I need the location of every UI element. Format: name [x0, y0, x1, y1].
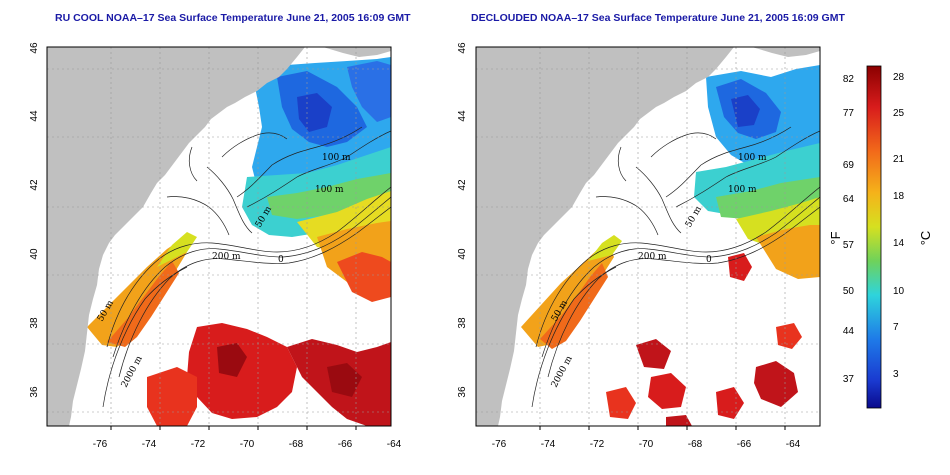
- x-tick: -76: [492, 439, 507, 450]
- f-tick: 57: [843, 240, 855, 251]
- c-tick: 3: [893, 369, 899, 380]
- x-tick: -64: [786, 439, 801, 450]
- map-right-x-axis: -76 -74 -72 -70 -68 -66 -64: [492, 426, 801, 450]
- map-right-y-axis: 46 44 42 40 38 36: [457, 42, 468, 398]
- x-tick: -68: [289, 439, 304, 450]
- colorbar: 82 77 69 64 57 50 44 37 °F 28 25 21 18 1…: [828, 65, 933, 409]
- map-right-frame: [475, 46, 821, 427]
- x-tick: -74: [142, 439, 157, 450]
- f-tick: 44: [843, 326, 855, 337]
- contour-label-0: 0: [706, 255, 712, 265]
- c-tick: 21: [893, 154, 905, 165]
- map-right: DECLOUDED NOAA–17 Sea Surface Temperatur…: [457, 12, 845, 450]
- x-tick: -70: [240, 439, 255, 450]
- x-tick: -72: [191, 439, 206, 450]
- x-tick: -76: [93, 439, 108, 450]
- x-tick: -66: [737, 439, 752, 450]
- map-left: RU COOL NOAA–17 Sea Surface Temperature …: [29, 12, 411, 450]
- y-tick: 36: [457, 386, 468, 398]
- map-right-title: DECLOUDED NOAA–17 Sea Surface Temperatur…: [471, 12, 845, 24]
- contour-label-100m-a: 100 m: [322, 153, 351, 163]
- map-left-y-axis: 46 44 42 40 38 36: [29, 42, 40, 398]
- y-tick: 44: [457, 110, 468, 122]
- x-tick: -68: [688, 439, 703, 450]
- c-tick: 10: [893, 286, 905, 297]
- x-tick: -66: [338, 439, 353, 450]
- c-tick: 7: [893, 322, 899, 333]
- y-tick: 40: [29, 248, 40, 260]
- f-tick: 77: [843, 108, 855, 119]
- contour-label-0: 0: [278, 255, 284, 265]
- contour-label-100m-a: 100 m: [738, 153, 767, 163]
- celsius-unit-label: °C: [918, 231, 933, 246]
- colorbar-scale: [866, 65, 882, 409]
- y-tick: 40: [457, 248, 468, 260]
- y-tick: 38: [29, 317, 40, 329]
- map-right-sst-field: [521, 65, 820, 426]
- f-tick: 64: [843, 194, 855, 205]
- y-tick: 46: [457, 42, 468, 54]
- colorbar-celsius: 28 25 21 18 14 10 7 3 °C: [893, 72, 933, 380]
- map-left-title: RU COOL NOAA–17 Sea Surface Temperature …: [55, 12, 411, 24]
- y-tick: 42: [457, 179, 468, 191]
- c-tick: 18: [893, 191, 905, 202]
- y-tick: 44: [29, 110, 40, 122]
- f-tick: 82: [843, 74, 855, 85]
- f-tick: 37: [843, 374, 855, 385]
- contour-label-100m-b: 100 m: [315, 185, 344, 195]
- x-tick: -64: [387, 439, 402, 450]
- map-left-frame: [46, 46, 392, 427]
- y-tick: 38: [457, 317, 468, 329]
- c-tick: 14: [893, 238, 905, 249]
- c-tick: 25: [893, 108, 905, 119]
- contour-label-100m-b: 100 m: [728, 185, 757, 195]
- f-tick: 50: [843, 286, 855, 297]
- fahrenheit-unit-label: °F: [828, 231, 843, 244]
- f-tick: 69: [843, 160, 855, 171]
- x-tick: -74: [541, 439, 556, 450]
- y-tick: 46: [29, 42, 40, 54]
- c-tick: 28: [893, 72, 905, 83]
- map-left-x-axis: -76 -74 -72 -70 -68 -66 -64: [93, 426, 402, 450]
- colorbar-fahrenheit: 82 77 69 64 57 50 44 37 °F: [828, 74, 854, 385]
- y-tick: 36: [29, 386, 40, 398]
- contour-label-200m: 200 m: [212, 252, 241, 262]
- contour-label-200m: 200 m: [638, 252, 667, 262]
- x-tick: -70: [639, 439, 654, 450]
- y-tick: 42: [29, 179, 40, 191]
- x-tick: -72: [590, 439, 605, 450]
